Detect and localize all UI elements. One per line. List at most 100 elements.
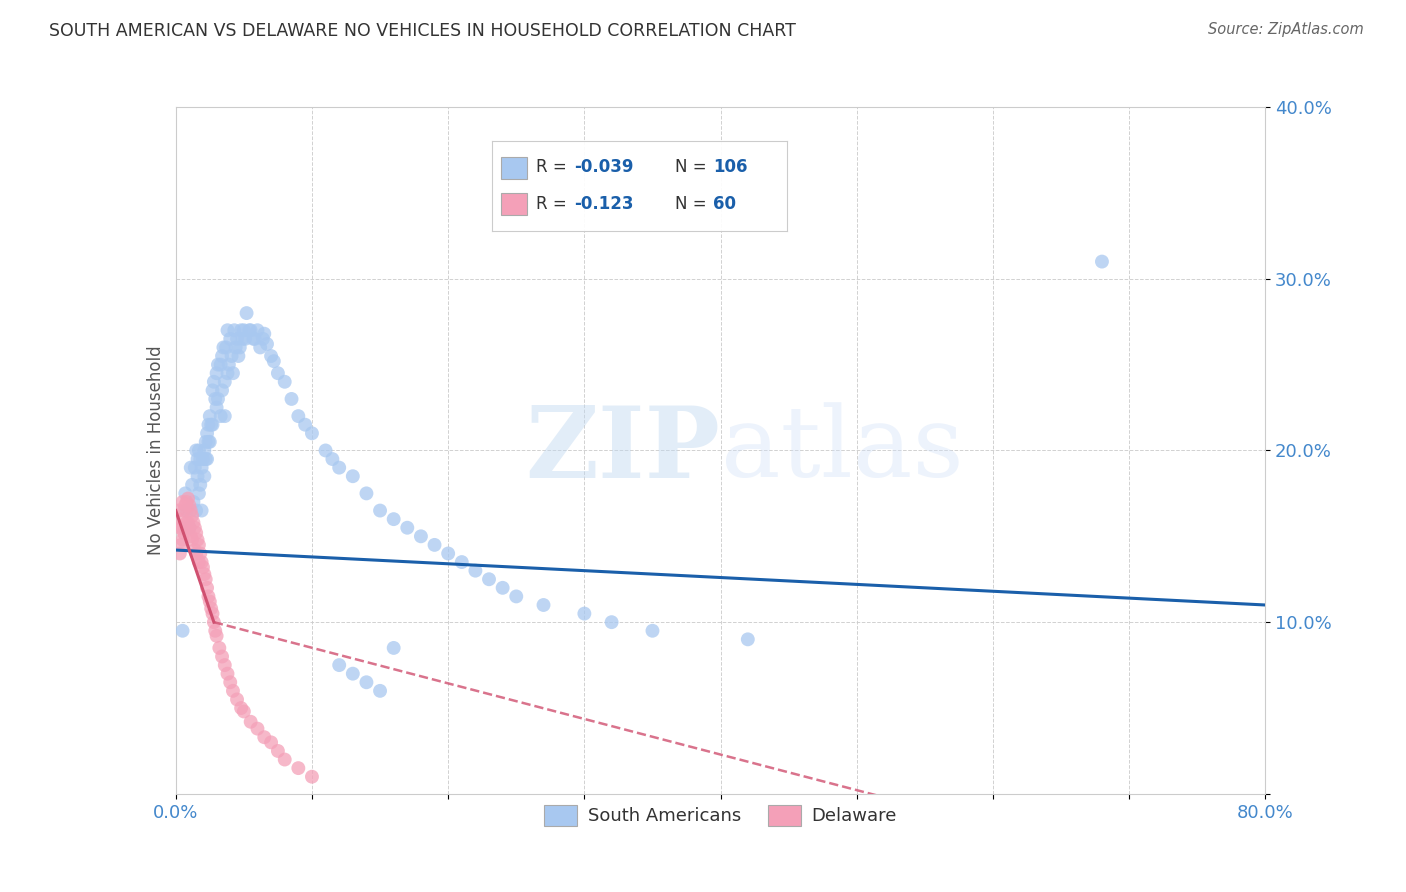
Point <box>200 417 222 432</box>
Point <box>212 340 235 354</box>
Point <box>356 675 378 690</box>
Point <box>179 521 201 535</box>
Point <box>274 375 297 389</box>
Point <box>170 512 193 526</box>
Point <box>201 417 224 432</box>
Point <box>179 499 201 513</box>
Point <box>209 358 232 372</box>
Point <box>190 555 212 569</box>
Point <box>328 658 350 673</box>
Text: R =: R = <box>536 158 572 176</box>
Point <box>205 366 228 380</box>
Point <box>201 384 224 398</box>
Point <box>231 332 253 346</box>
Point <box>188 452 211 467</box>
Point <box>179 521 201 535</box>
Point <box>186 503 208 517</box>
Point <box>214 658 236 673</box>
Point <box>246 323 269 337</box>
Point <box>186 525 208 540</box>
Point <box>356 486 378 500</box>
Point <box>186 469 209 483</box>
Point <box>187 486 209 500</box>
Point <box>229 340 252 354</box>
Point <box>205 401 228 415</box>
Point <box>200 601 222 615</box>
Text: atlas: atlas <box>721 402 963 499</box>
Point <box>204 392 226 406</box>
Point <box>187 538 209 552</box>
Point <box>180 460 202 475</box>
Point <box>239 714 262 729</box>
Point <box>173 525 195 540</box>
Text: N =: N = <box>675 158 711 176</box>
Point <box>207 358 229 372</box>
Point <box>641 624 664 638</box>
Point <box>180 503 202 517</box>
Point <box>342 666 364 681</box>
Text: -0.123: -0.123 <box>575 195 634 213</box>
Point <box>217 666 239 681</box>
Point <box>221 349 243 363</box>
Point <box>187 555 209 569</box>
Point <box>228 349 250 363</box>
Point <box>238 323 260 337</box>
Point <box>190 503 212 517</box>
Point <box>186 546 208 561</box>
Point <box>204 624 226 638</box>
Point <box>225 340 247 354</box>
Point <box>274 753 297 767</box>
Point <box>174 499 197 513</box>
Point <box>181 533 204 547</box>
Point <box>464 564 486 578</box>
Point <box>342 469 364 483</box>
Point <box>198 594 221 608</box>
Point <box>193 469 215 483</box>
Point <box>437 546 460 561</box>
Point <box>252 332 274 346</box>
Y-axis label: No Vehicles in Household: No Vehicles in Household <box>146 345 165 556</box>
Point <box>239 323 262 337</box>
Point <box>219 675 242 690</box>
Point <box>172 495 194 509</box>
Point <box>202 615 225 630</box>
Point <box>194 434 217 449</box>
Point <box>478 572 501 586</box>
Text: 60: 60 <box>713 195 737 213</box>
Point <box>184 521 207 535</box>
Text: N =: N = <box>675 195 711 213</box>
Point <box>253 730 276 744</box>
Point <box>600 615 623 630</box>
Point <box>243 332 266 346</box>
Point <box>294 417 316 432</box>
Point <box>217 366 239 380</box>
Point <box>195 426 218 441</box>
Text: -0.039: -0.039 <box>575 158 634 176</box>
Point <box>214 375 236 389</box>
Point <box>205 629 228 643</box>
Point <box>231 323 253 337</box>
Point <box>249 340 271 354</box>
Point <box>174 521 197 535</box>
Point <box>183 516 205 530</box>
Text: R =: R = <box>536 195 572 213</box>
Point <box>246 722 269 736</box>
Point <box>737 632 759 647</box>
Point <box>214 409 236 423</box>
Point <box>287 409 309 423</box>
Point <box>191 560 214 574</box>
Point <box>195 581 218 595</box>
Point <box>186 452 209 467</box>
Text: ZIP: ZIP <box>526 402 721 499</box>
Point <box>450 555 472 569</box>
Point <box>207 392 229 406</box>
Point <box>202 375 225 389</box>
Point <box>368 683 391 698</box>
Point <box>382 512 405 526</box>
Point <box>253 326 276 341</box>
Point <box>186 443 208 458</box>
Point <box>169 546 191 561</box>
Point <box>226 332 249 346</box>
Point <box>574 607 596 621</box>
Point <box>233 332 256 346</box>
